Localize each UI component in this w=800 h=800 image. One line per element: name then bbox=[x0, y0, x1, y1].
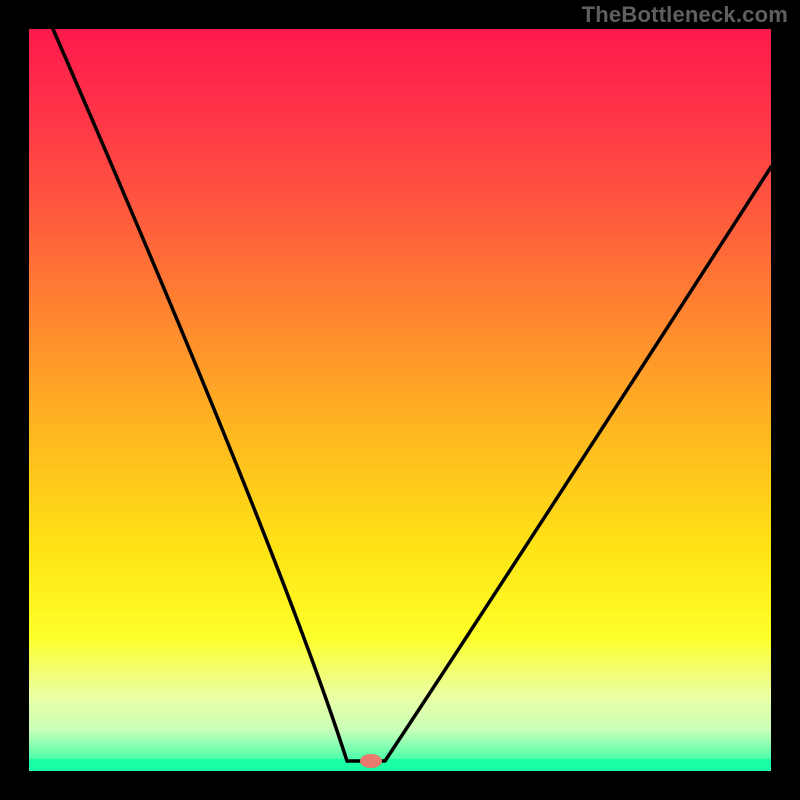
watermark-text: TheBottleneck.com bbox=[582, 2, 788, 28]
gradient-background bbox=[29, 29, 771, 771]
bottleneck-chart bbox=[0, 0, 800, 800]
green-band bbox=[29, 759, 771, 771]
plot-area bbox=[29, 29, 771, 771]
vertex-marker bbox=[360, 754, 382, 768]
chart-container: TheBottleneck.com bbox=[0, 0, 800, 800]
